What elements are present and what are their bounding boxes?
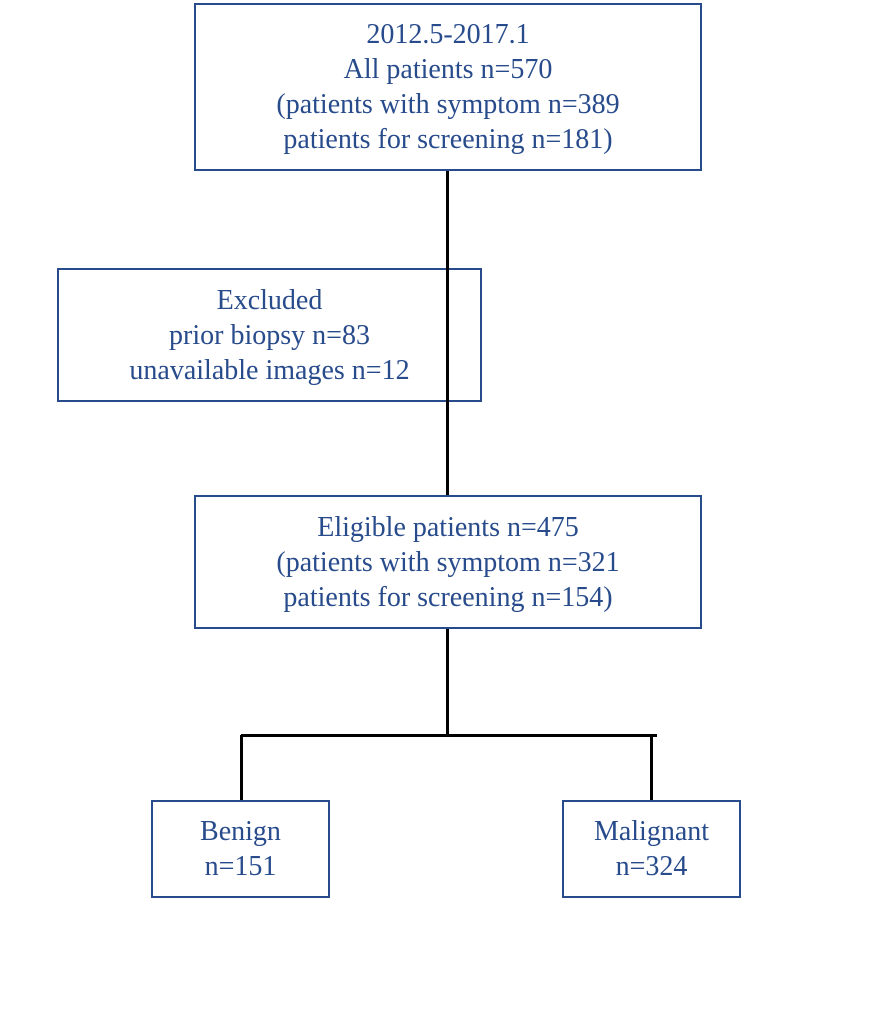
node-line: n=151 xyxy=(205,849,277,884)
node-line: patients for screening n=154) xyxy=(283,580,612,615)
connector xyxy=(241,734,657,737)
flow-node-excluded: Excluded prior biopsy n=83 unavailable i… xyxy=(57,268,482,402)
node-line: patients for screening n=181) xyxy=(283,122,612,157)
node-line: Benign xyxy=(200,814,281,849)
node-line: (patients with symptom n=321 xyxy=(276,545,619,580)
node-line: Excluded xyxy=(217,283,323,318)
connector xyxy=(650,735,653,800)
node-line: (patients with symptom n=389 xyxy=(276,87,619,122)
connector xyxy=(446,629,449,735)
flow-node-initial: 2012.5-2017.1 All patients n=570 (patien… xyxy=(194,3,702,171)
node-line: unavailable images n=12 xyxy=(129,353,409,388)
node-line: Malignant xyxy=(594,814,709,849)
flow-node-benign: Benign n=151 xyxy=(151,800,330,898)
node-line: All patients n=570 xyxy=(344,52,553,87)
connector xyxy=(446,171,449,495)
node-line: n=324 xyxy=(616,849,688,884)
flow-node-malignant: Malignant n=324 xyxy=(562,800,741,898)
node-line: prior biopsy n=83 xyxy=(169,318,370,353)
node-line: Eligible patients n=475 xyxy=(317,510,579,545)
node-line: 2012.5-2017.1 xyxy=(366,17,529,52)
flow-node-eligible: Eligible patients n=475 (patients with s… xyxy=(194,495,702,629)
connector xyxy=(240,735,243,800)
